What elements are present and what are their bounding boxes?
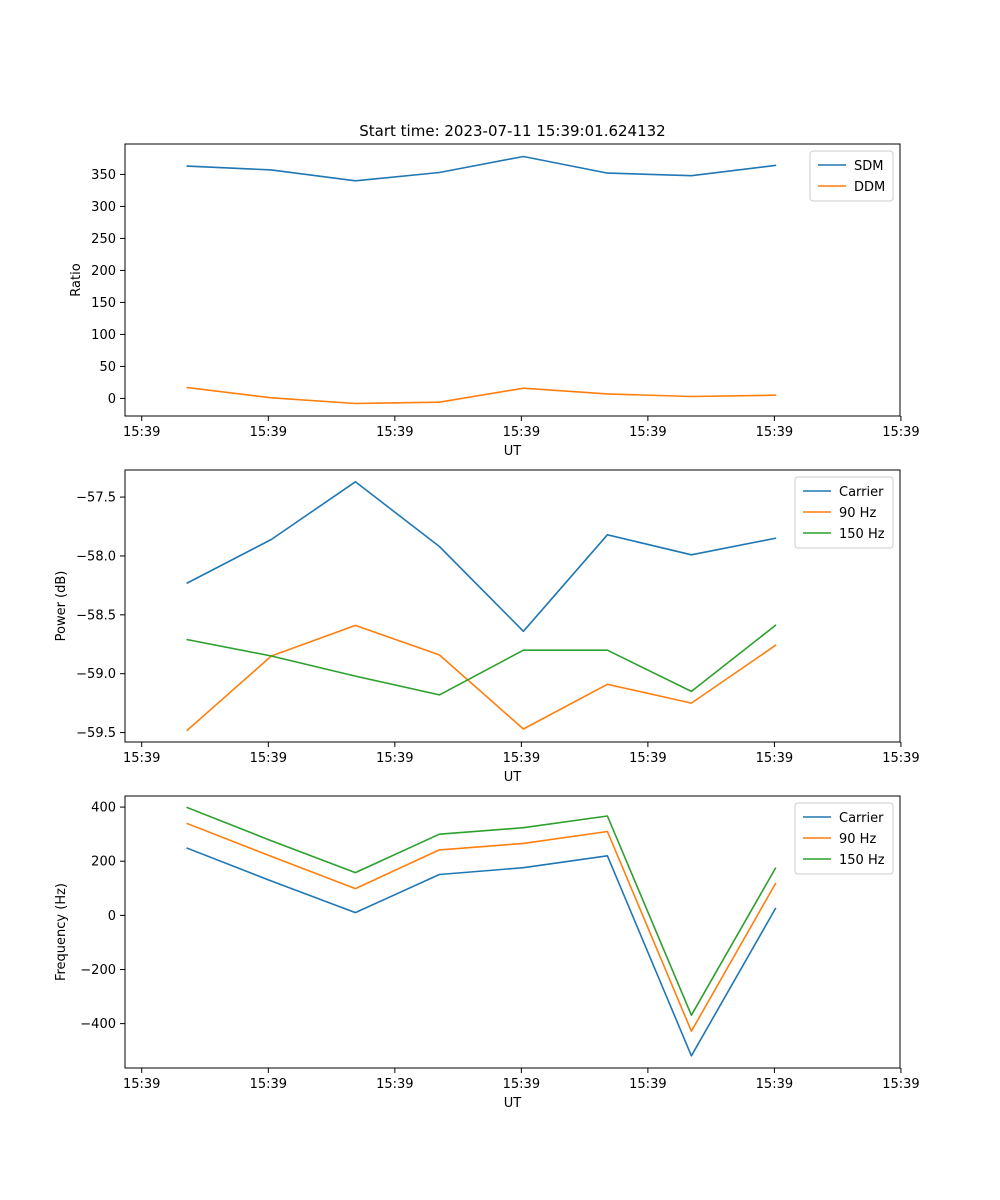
legend-box xyxy=(794,476,894,549)
legend: Carrier 90 Hz 150 Hz xyxy=(794,802,894,875)
legend-entry: Carrier xyxy=(839,485,884,500)
legend-box xyxy=(794,802,894,875)
x-tick-label: 15:39 xyxy=(756,425,793,440)
series-line-90-hz xyxy=(186,822,777,1032)
y-tick-label: 150 xyxy=(91,296,116,311)
y-tick-label: 350 xyxy=(91,168,116,183)
legend-entry: 90 Hz xyxy=(839,832,876,847)
y-tick-label: 200 xyxy=(91,855,116,870)
series-line-carrier xyxy=(186,480,777,633)
x-tick-label: 15:39 xyxy=(756,1077,793,1092)
x-tick-label: 15:39 xyxy=(376,425,413,440)
x-axis-label: UT xyxy=(504,444,522,459)
x-tick-label: 15:39 xyxy=(882,751,919,766)
x-tick-label: 15:39 xyxy=(376,751,413,766)
x-tick-label: 15:39 xyxy=(123,425,160,440)
y-tick-label: −200 xyxy=(80,963,116,978)
series-line-90-hz xyxy=(186,624,777,732)
y-tick-label: −59.5 xyxy=(76,726,116,741)
x-tick-label: 15:39 xyxy=(250,1077,287,1092)
legend-entry: Carrier xyxy=(839,811,884,826)
x-tick-label: 15:39 xyxy=(123,1077,160,1092)
x-tick-label: 15:39 xyxy=(376,1077,413,1092)
subplot-2: 15:39 15:39 15:39 15:39 15:39 15:39 15:39 −57.5… xyxy=(54,469,920,785)
axes-frame xyxy=(124,143,901,417)
x-axis-label: UT xyxy=(504,770,522,785)
axes-frame xyxy=(124,469,901,743)
x-tick-label: 15:39 xyxy=(503,425,540,440)
x-axis-label: UT xyxy=(504,1096,522,1111)
legend-entry: DDM xyxy=(854,180,885,195)
series-line-150-hz xyxy=(186,624,777,696)
y-tick-label: 100 xyxy=(91,328,116,343)
x-tick-label: 15:39 xyxy=(629,751,666,766)
y-tick-label: 0 xyxy=(108,392,116,407)
series-line-ddm xyxy=(186,386,777,405)
y-tick-label: −58.5 xyxy=(76,608,116,623)
series-line-sdm xyxy=(186,155,777,182)
x-tick-label: 15:39 xyxy=(629,425,666,440)
y-tick-label: −59.0 xyxy=(76,667,116,682)
x-tick-label: 15:39 xyxy=(882,425,919,440)
series-line-150-hz xyxy=(186,806,777,1017)
x-tick-label: 15:39 xyxy=(123,751,160,766)
legend: Carrier 90 Hz 150 Hz xyxy=(794,476,894,549)
y-tick-label: 200 xyxy=(91,264,116,279)
y-axis-label: Power (dB) xyxy=(54,571,69,642)
y-tick-label: 0 xyxy=(108,909,116,924)
x-tick-label: 15:39 xyxy=(882,1077,919,1092)
x-tick-label: 15:39 xyxy=(250,425,287,440)
y-tick-label: 250 xyxy=(91,232,116,247)
legend-entry: 150 Hz xyxy=(839,853,885,868)
y-axis-label: Frequency (Hz) xyxy=(54,883,69,981)
axes-frame xyxy=(124,795,901,1069)
y-tick-label: −57.5 xyxy=(76,491,116,506)
legend: SDM DDM xyxy=(809,150,894,202)
x-tick-label: 15:39 xyxy=(629,1077,666,1092)
subplot-3: 15:39 15:39 15:39 15:39 15:39 15:39 15:39 400 20… xyxy=(54,795,920,1111)
x-tick-label: 15:39 xyxy=(756,751,793,766)
y-tick-label: −400 xyxy=(80,1017,116,1032)
x-tick-label: 15:39 xyxy=(250,751,287,766)
y-axis-label: Ratio xyxy=(69,263,84,296)
legend-entry: SDM xyxy=(854,159,883,174)
y-tick-label: 300 xyxy=(91,200,116,215)
y-tick-label: 400 xyxy=(91,801,116,816)
legend-box xyxy=(809,150,894,202)
series-line-carrier xyxy=(186,847,777,1057)
x-tick-label: 15:39 xyxy=(503,1077,540,1092)
legend-entry: 90 Hz xyxy=(839,506,876,521)
subplot-1: Start time: 2023-07-11 15:39:01.624132 15… xyxy=(69,122,920,459)
chart-title: Start time: 2023-07-11 15:39:01.624132 xyxy=(359,122,665,140)
legend-entry: 150 Hz xyxy=(839,527,885,542)
y-tick-label: −58.0 xyxy=(76,549,116,564)
x-tick-label: 15:39 xyxy=(503,751,540,766)
y-tick-label: 50 xyxy=(99,360,116,375)
